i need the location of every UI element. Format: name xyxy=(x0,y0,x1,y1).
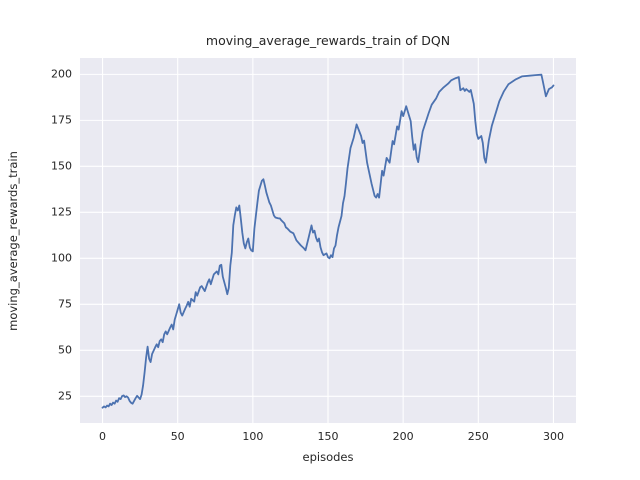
y-tick-label: 150 xyxy=(51,159,72,173)
x-tick-label: 200 xyxy=(392,430,414,443)
y-tick-label: 75 xyxy=(58,297,72,311)
x-tick-label: 300 xyxy=(542,430,564,443)
x-axis-label: episodes xyxy=(302,450,354,464)
x-tick-label: 100 xyxy=(242,430,264,443)
x-tick-label: 250 xyxy=(467,430,489,443)
y-tick-label: 175 xyxy=(51,113,72,127)
x-tick-label: 0 xyxy=(99,430,107,443)
plot-area xyxy=(80,58,576,423)
chart-title: moving_average_rewards_train of DQN xyxy=(205,33,451,48)
x-tick-label: 50 xyxy=(170,430,185,443)
grid-lines xyxy=(80,58,576,423)
chart-canvas xyxy=(80,58,576,423)
y-tick-label: 25 xyxy=(58,389,72,403)
data-line-moving_average_rewards_train xyxy=(101,73,555,409)
y-tick-label: 125 xyxy=(51,205,72,219)
y-tick-label: 200 xyxy=(51,67,72,81)
x-tick-label: 150 xyxy=(317,430,339,443)
y-axis-label: moving_average_rewards_train xyxy=(6,151,20,331)
y-tick-label: 100 xyxy=(51,251,72,265)
y-tick-label: 50 xyxy=(58,343,72,357)
